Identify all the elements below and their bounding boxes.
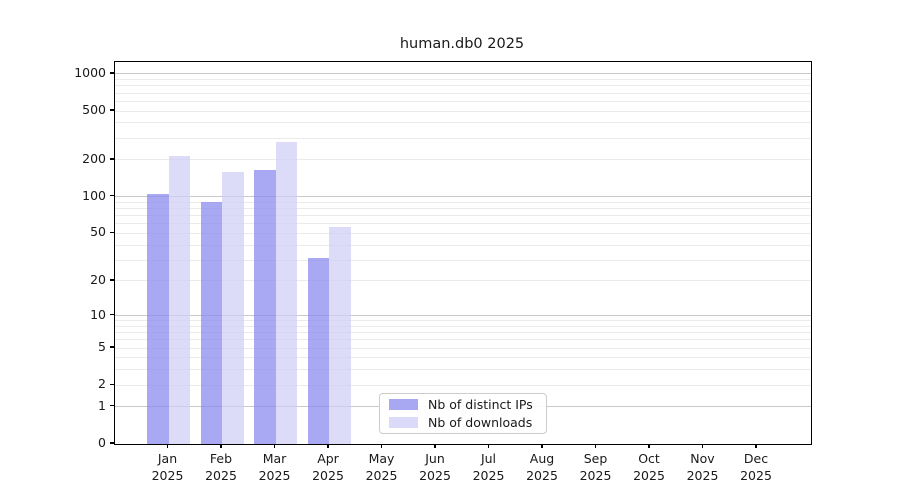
y-tick-label: 200 [82, 150, 106, 166]
x-tick-label-mar: Mar 2025 [258, 451, 291, 483]
y-tick-label: 500 [82, 102, 106, 118]
y-tick-mark [110, 72, 114, 74]
gridline-minor [115, 325, 811, 327]
gridline-minor [115, 384, 811, 386]
plot-area [114, 61, 812, 445]
bar-distinct-ips-jan [147, 193, 169, 444]
gridline-minor [115, 137, 811, 139]
y-tick-label: 5 [98, 339, 106, 355]
gridline-major [115, 196, 811, 198]
x-tick-label-dec: Dec 2025 [740, 451, 772, 483]
y-tick-label: 0 [98, 435, 106, 450]
gridline-minor [115, 223, 811, 225]
bar-downloads-feb [222, 171, 244, 444]
x-tick-label-aug: Aug 2025 [526, 451, 558, 483]
gridline-minor [115, 332, 811, 334]
x-tick-label-nov: Nov 2025 [686, 451, 719, 483]
legend-label-downloads: Nb of downloads [428, 414, 533, 430]
x-tick-label-jan: Jan 2025 [151, 451, 184, 483]
gridline-minor [115, 85, 811, 87]
x-tick-label-feb: Feb 2025 [205, 451, 237, 483]
y-tick-mark [110, 158, 114, 160]
bar-distinct-ips-mar [254, 170, 276, 444]
y-tick-label: 2 [98, 376, 106, 392]
gridline-minor [115, 110, 811, 112]
gridline-minor [115, 259, 811, 261]
x-tick-mark [273, 444, 276, 449]
y-tick-mark [110, 442, 114, 444]
y-tick-mark [110, 405, 114, 407]
gridline-minor [115, 280, 811, 282]
y-tick-mark [110, 109, 114, 111]
gridline-minor [115, 347, 811, 349]
gridline-minor [115, 79, 811, 81]
gridline-minor [115, 320, 811, 322]
legend-item-downloads: Nb of downloads [389, 414, 537, 430]
x-tick-label-sep: Sep 2025 [579, 451, 612, 483]
x-tick-label-may: May 2025 [365, 451, 398, 483]
legend-swatch-distinct-ips [389, 399, 418, 410]
gridline-minor [115, 92, 811, 94]
bar-distinct-ips-apr [307, 258, 329, 444]
gridline-minor [115, 339, 811, 341]
legend-item-distinct-ips: Nb of distinct IPs [389, 396, 537, 412]
legend-label-distinct-ips: Nb of distinct IPs [428, 396, 533, 412]
x-tick-mark [755, 444, 757, 449]
gridline-major [115, 73, 811, 75]
x-tick-mark [541, 444, 543, 449]
x-tick-mark [648, 444, 650, 449]
y-tick-mark [110, 313, 114, 316]
x-tick-label-jun: Jun 2025 [419, 451, 451, 483]
y-tick-label: 10 [90, 306, 106, 322]
gridline-minor [115, 201, 811, 203]
gridline-minor [115, 159, 811, 161]
legend-swatch-downloads [389, 417, 418, 428]
y-tick-label: 100 [82, 187, 106, 203]
y-tick-mark [110, 346, 114, 348]
y-tick-label: 20 [90, 271, 106, 287]
x-tick-mark [487, 444, 490, 449]
gridline-minor [115, 215, 811, 217]
y-tick-label: 50 [90, 224, 106, 240]
gridline-major [115, 315, 811, 317]
y-tick-mark [110, 383, 114, 385]
x-tick-label-apr: Apr 2025 [312, 451, 344, 483]
gridline-minor [115, 208, 811, 210]
bar-downloads-apr [329, 227, 351, 444]
y-tick-label: 1000 [74, 64, 106, 80]
gridline-minor [115, 122, 811, 124]
x-tick-label-oct: Oct 2025 [633, 451, 665, 483]
gridline-minor [115, 369, 811, 371]
x-tick-mark [380, 444, 383, 449]
x-tick-mark [594, 444, 597, 449]
x-tick-mark [166, 444, 169, 449]
bar-downloads-mar [275, 141, 297, 444]
gridline-minor [115, 357, 811, 359]
legend: Nb of distinct IPs Nb of downloads [379, 393, 547, 434]
y-tick-label: 1 [98, 397, 106, 413]
y-tick-mark [110, 231, 114, 233]
bar-downloads-jan [168, 156, 190, 444]
x-tick-mark [434, 444, 436, 449]
x-tick-mark [327, 444, 329, 449]
bar-distinct-ips-feb [200, 202, 222, 444]
x-tick-label-jul: Jul 2025 [472, 451, 505, 483]
x-tick-mark [220, 444, 222, 449]
x-tick-mark [701, 444, 704, 449]
chart-title: human.db0 2025 [399, 36, 525, 52]
gridline-minor [115, 232, 811, 234]
y-tick-mark [110, 195, 114, 197]
gridline-minor [115, 244, 811, 246]
gridline-minor [115, 100, 811, 102]
y-tick-mark [110, 279, 114, 281]
